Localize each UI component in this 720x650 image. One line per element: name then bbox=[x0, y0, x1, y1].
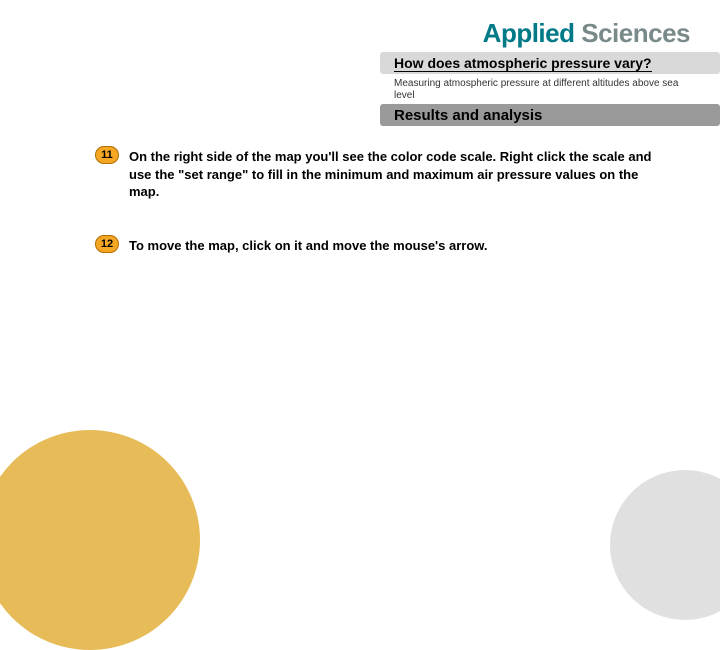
brand-title: Applied Sciences bbox=[483, 18, 690, 49]
subtitle-text: Measuring atmospheric pressure at differ… bbox=[394, 78, 700, 102]
decorative-circle-grey bbox=[610, 470, 720, 620]
section-bar: Results and analysis bbox=[380, 104, 720, 126]
brand-sciences: Sciences bbox=[575, 18, 690, 48]
instruction-text: On the right side of the map you'll see … bbox=[129, 148, 660, 201]
instruction-text: To move the map, click on it and move th… bbox=[129, 237, 660, 255]
step-number-badge: 11 bbox=[95, 146, 119, 164]
step-number-badge: 12 bbox=[95, 235, 119, 253]
brand-applied: Applied bbox=[483, 18, 575, 48]
question-bar: How does atmospheric pressure vary? bbox=[380, 52, 720, 74]
question-text: How does atmospheric pressure vary? bbox=[394, 55, 652, 72]
instructions-list: 11 On the right side of the map you'll s… bbox=[95, 148, 660, 290]
decorative-circle-yellow bbox=[0, 430, 200, 650]
section-text: Results and analysis bbox=[394, 107, 542, 124]
instruction-item: 12 To move the map, click on it and move… bbox=[95, 237, 660, 255]
instruction-item: 11 On the right side of the map you'll s… bbox=[95, 148, 660, 201]
